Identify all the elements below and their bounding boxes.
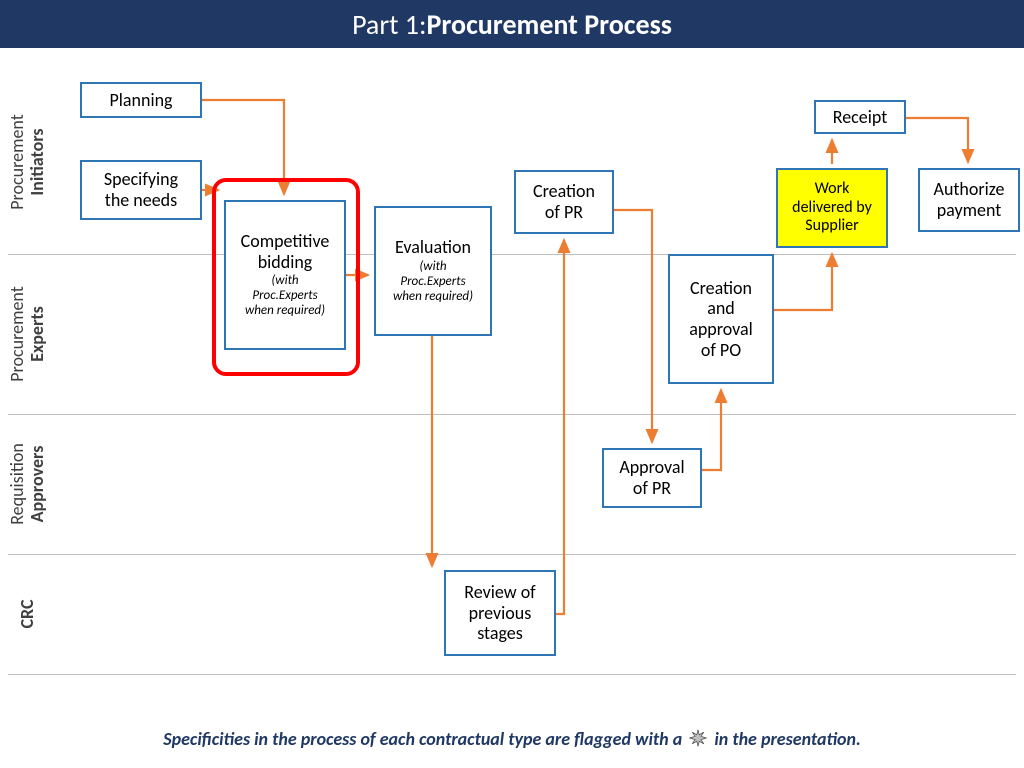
node-bidding: Competitivebidding(withProc.Expertswhen … [224, 200, 346, 350]
node-creationpo: Creationandapprovalof PO [668, 254, 774, 384]
flow-arrow [774, 254, 832, 310]
diagram-canvas: Planning Specifyingthe needs Competitivebi… [56, 70, 1024, 700]
lane-label-initiators: ProcurementInitiators [0, 70, 56, 254]
title-bar: Part 1: Procurement Process [0, 0, 1024, 48]
node-creationpr: Creationof PR [514, 170, 614, 234]
node-review: Review ofpreviousstages [444, 570, 556, 656]
lane-label-crc: CRC [0, 554, 56, 674]
node-planning: Planning [80, 82, 202, 118]
burst-icon [688, 728, 708, 748]
node-receipt: Receipt [814, 100, 906, 134]
flow-arrow [702, 390, 721, 470]
title-prefix: Part 1: [352, 7, 426, 42]
footer-text-before: Specificities in the process of each con… [163, 728, 686, 750]
swimlane-labels: ProcurementInitiatorsProcurementExpertsR… [0, 70, 56, 700]
node-specifying: Specifyingthe needs [80, 160, 202, 220]
flow-arrow [202, 100, 284, 194]
flow-arrow [614, 210, 652, 442]
title-bold: Procurement Process [427, 7, 672, 42]
lane-label-approvers: RequisitionApprovers [0, 414, 56, 554]
lane-label-experts: ProcurementExperts [0, 254, 56, 414]
footer-text-after: in the presentation. [714, 728, 860, 750]
node-evaluation: Evaluation(withProc.Expertswhen required… [374, 206, 492, 336]
footer-note: Specificities in the process of each con… [0, 728, 1024, 750]
flow-arrow [906, 118, 968, 162]
node-work: Workdelivered bySupplier [776, 168, 888, 248]
node-authorize: Authorizepayment [918, 168, 1020, 232]
flow-arrow [556, 240, 564, 614]
node-approvalpr: Approvalof PR [602, 448, 702, 508]
